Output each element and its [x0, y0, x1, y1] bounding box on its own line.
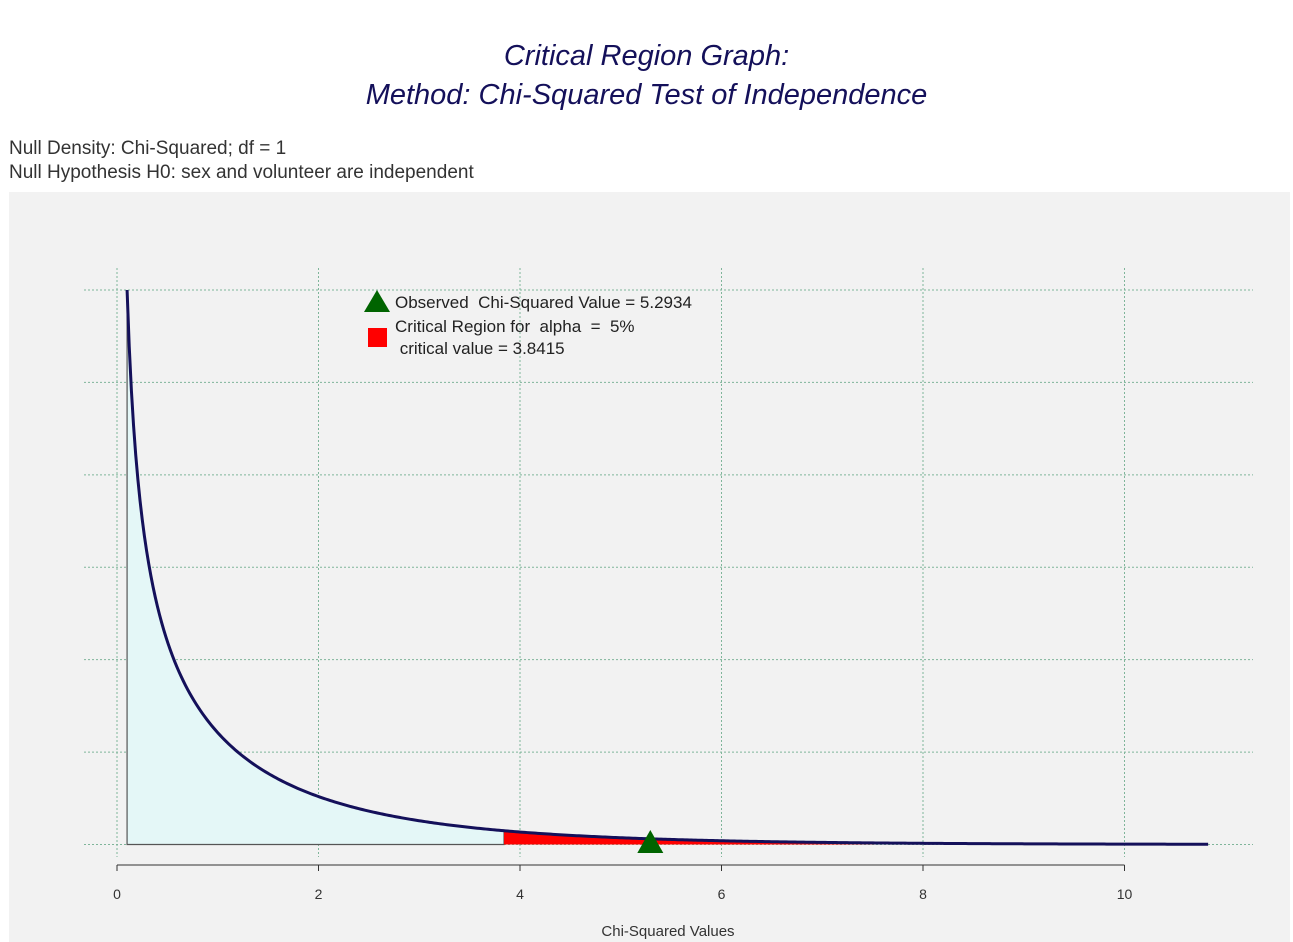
x-tick-label: 10 [1117, 886, 1133, 902]
x-axis: 0 2 4 6 8 10 [113, 864, 1133, 902]
legend-observed-triangle-icon [364, 290, 390, 312]
null-hypothesis-text: Null Hypothesis H0: sex and volunteer ar… [9, 162, 474, 183]
acceptance-region-area [126, 289, 505, 846]
observed-value-marker [637, 830, 664, 853]
legend-critical-value-label: critical value = 3.8415 [395, 339, 565, 358]
legend-observed-label: Observed Chi-Squared Value = 5.2934 [395, 293, 692, 312]
x-axis-title: Chi-Squared Values [601, 923, 734, 940]
legend-critical-label: Critical Region for alpha = 5% [395, 317, 635, 336]
legend-critical-square-icon [368, 328, 387, 347]
x-tick-label: 0 [113, 886, 121, 902]
plot-panel: 0 2 4 6 8 10 Observed Chi-Squared Value = 5.2… [9, 192, 1290, 942]
density-curve [125, 289, 1209, 846]
x-tick-label: 8 [919, 886, 927, 902]
x-tick-label: 2 [315, 886, 323, 902]
x-tick-label: 6 [718, 886, 726, 902]
x-tick-label: 4 [516, 886, 524, 902]
legend: Observed Chi-Squared Value = 5.2934 Crit… [364, 290, 692, 358]
chart-title-line1: Critical Region Graph: [503, 40, 790, 72]
critical-region-chart: 0 2 4 6 8 10 Observed Chi-Squared Value = 5.2… [84, 268, 1253, 940]
null-density-text: Null Density: Chi-Squared; df = 1 [9, 138, 287, 159]
chart-title-line2: Method: Chi-Squared Test of Independence [365, 79, 928, 111]
